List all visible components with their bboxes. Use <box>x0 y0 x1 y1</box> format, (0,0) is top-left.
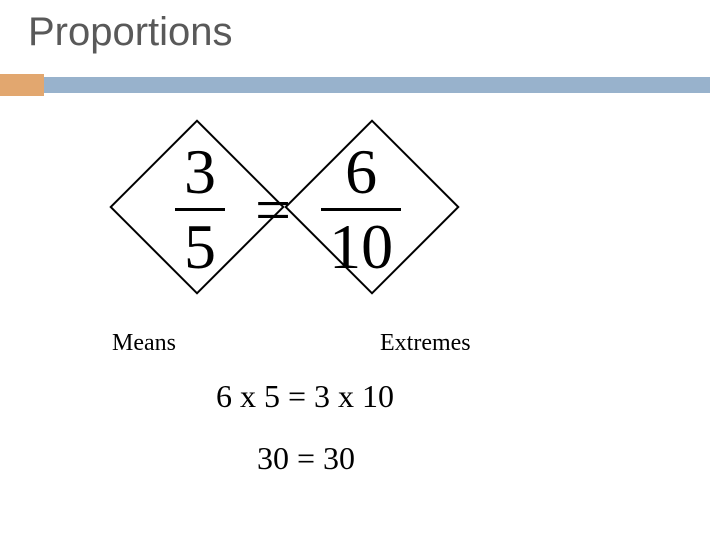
fraction-1-denominator: 5 <box>175 215 225 279</box>
accent-orange <box>0 74 44 96</box>
fraction-2-numerator: 6 <box>321 140 401 204</box>
accent-bar <box>0 74 720 96</box>
slide: Proportions 3 5 = 6 10 Means Extremes 6 … <box>0 0 720 540</box>
accent-blue <box>44 77 710 93</box>
equation-line-1: 6 x 5 = 3 x 10 <box>216 378 394 415</box>
label-means: Means <box>112 330 176 357</box>
fraction-1-numerator: 3 <box>175 140 225 204</box>
equals-sign: = <box>255 173 291 247</box>
fraction-2-denominator: 10 <box>321 215 401 279</box>
equation-line-2: 30 = 30 <box>257 440 355 477</box>
label-extremes: Extremes <box>380 330 471 357</box>
page-title: Proportions <box>28 10 233 55</box>
proportion-equation: 3 5 = 6 10 <box>175 140 401 279</box>
fraction-1: 3 5 <box>175 140 225 279</box>
fraction-2: 6 10 <box>321 140 401 279</box>
